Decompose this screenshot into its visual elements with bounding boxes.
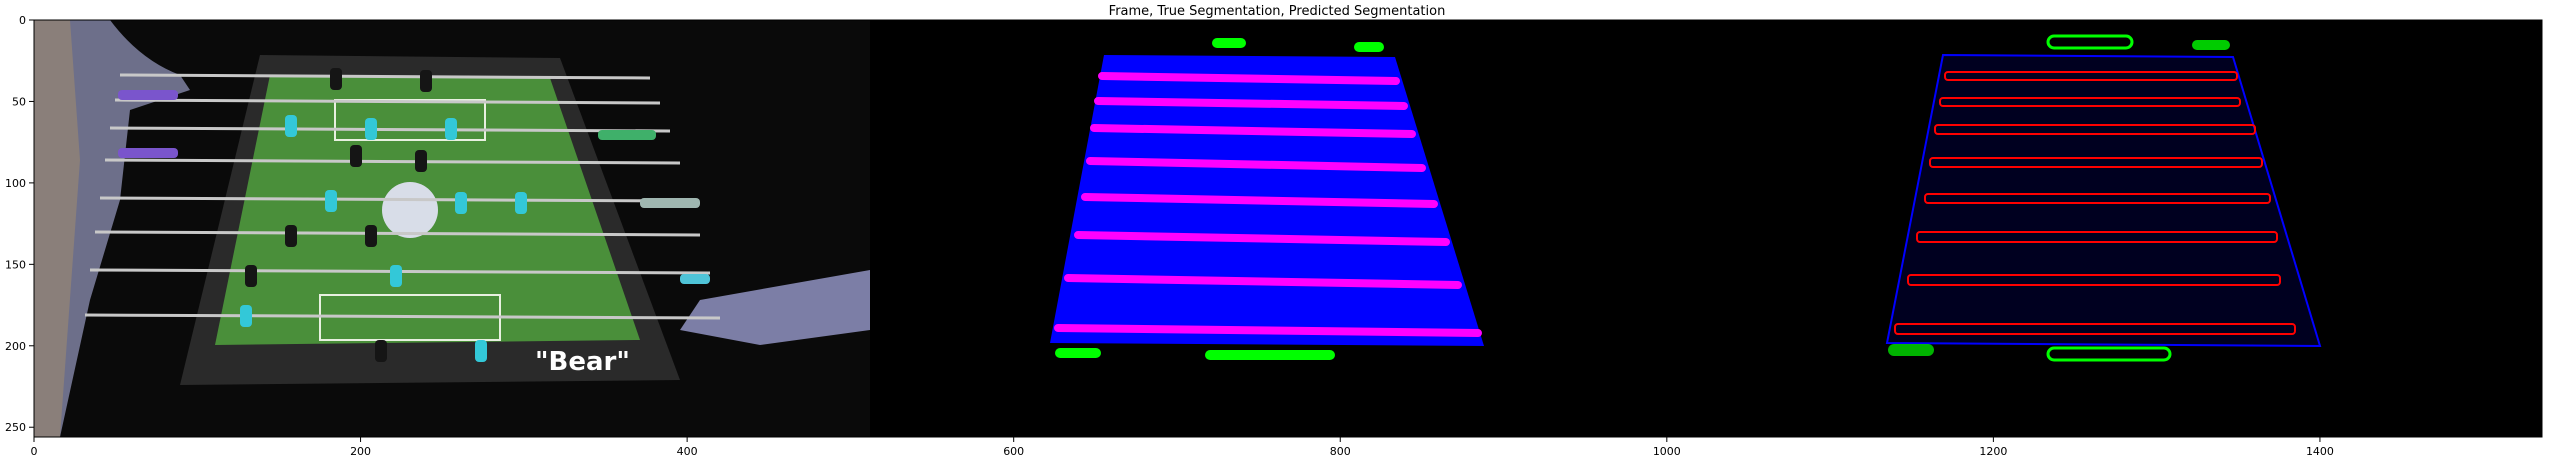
axis-ticks: 0 200 400 600 800 1000 1200 1400 0 50 100 150 200 250 <box>5 14 2334 458</box>
axes-border <box>33 19 2543 438</box>
x-tick-label: 0 <box>31 445 38 458</box>
y-tick-label: 50 <box>12 95 26 108</box>
figure-title: Frame, True Segmentation, Predicted Segm… <box>1108 4 1446 19</box>
predicted-handle-masks <box>1888 34 2230 362</box>
predicted-segmentation-panel <box>1885 34 2322 362</box>
y-tick-label: 100 <box>5 177 26 190</box>
field-marking-top <box>334 99 486 141</box>
frame-handles <box>118 90 710 284</box>
x-tick-label: 1000 <box>1653 445 1681 458</box>
center-logo <box>382 182 438 238</box>
left-player-shirt <box>34 20 80 437</box>
x-tick-label: 400 <box>677 445 698 458</box>
x-tick-label: 1400 <box>2306 445 2334 458</box>
x-tick-label: 1200 <box>1979 445 2007 458</box>
x-tick-label: 200 <box>350 445 371 458</box>
y-tick-label: 200 <box>5 340 26 353</box>
y-tick-label: 0 <box>19 14 26 27</box>
frame-players-cyan <box>240 115 527 362</box>
y-tick-label: 250 <box>5 421 26 434</box>
right-player-arm <box>680 270 870 345</box>
y-tick-label: 150 <box>5 258 26 271</box>
true-handle-masks <box>1055 38 1384 360</box>
true-segmentation-panel <box>1050 38 1484 360</box>
table-logo-text: "Bear" <box>535 347 630 377</box>
predicted-table-outline <box>1885 53 2322 348</box>
frame-rods <box>84 73 721 320</box>
x-tick-label: 800 <box>1330 445 1351 458</box>
frame-players-black <box>245 68 432 362</box>
x-tick-label: 600 <box>1003 445 1024 458</box>
predicted-rod-outlines <box>1894 71 2296 335</box>
true-rod-masks <box>1054 72 1482 337</box>
frame-panel: "Bear" <box>34 20 870 437</box>
